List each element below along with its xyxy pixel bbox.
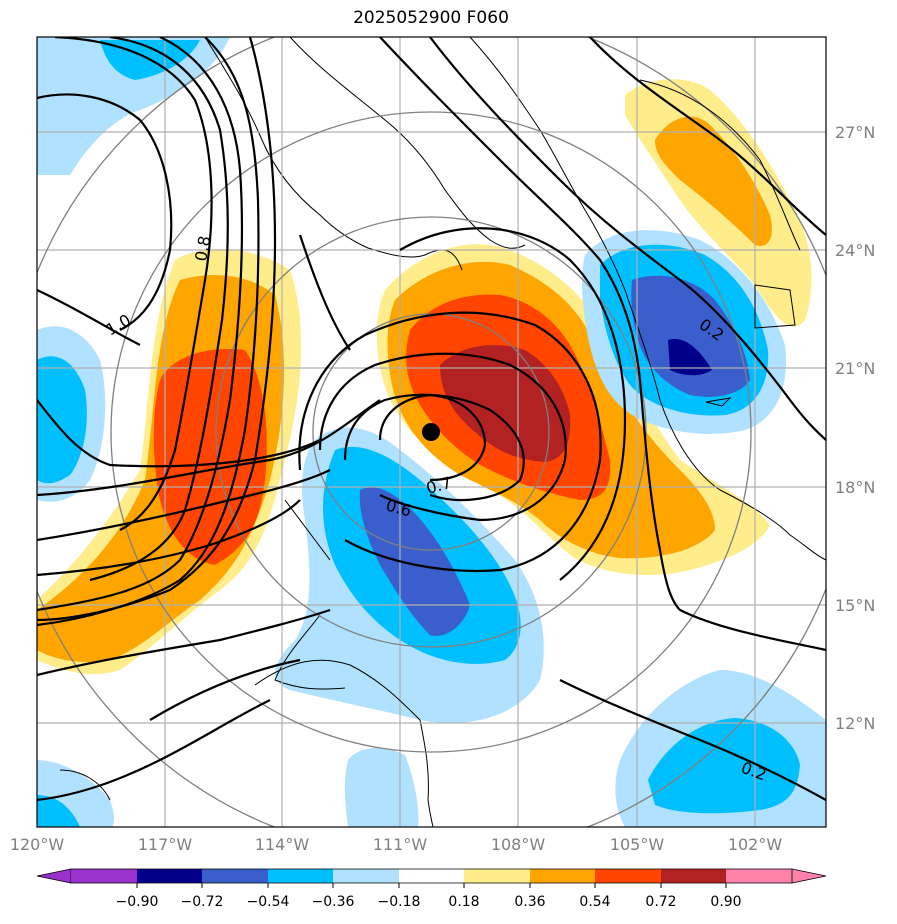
colorbar-segment: [333, 869, 399, 883]
colorbar-segment: [530, 869, 595, 883]
contour-label-0-8: 0.8: [191, 234, 214, 262]
colorbar-tick-label: 0.90: [710, 894, 741, 910]
colorbar-segment: [464, 869, 530, 883]
contours: [37, 37, 826, 802]
lon-label: 102°W: [728, 835, 783, 854]
lon-label: 111°W: [373, 835, 428, 854]
lat-label: 21°N: [835, 359, 875, 378]
map-area: 0.8 1.0 0.7 0.6 0.2 0.2: [37, 37, 826, 827]
colorbar-tick-label: −0.90: [116, 894, 159, 910]
thin-contours: [59, 79, 801, 801]
map-border: [36, 36, 827, 828]
latitude-labels: 27°N 24°N 21°N 18°N 15°N 12°N: [835, 123, 875, 733]
colorbar-tick-label: −0.54: [247, 894, 290, 910]
colorbar: −0.90 −0.72 −0.54 −0.36 −0.18 0.18 0.36 …: [36, 868, 827, 910]
lon-label: 114°W: [255, 835, 310, 854]
lat-label: 12°N: [835, 714, 875, 733]
colorbar-segment: [595, 869, 661, 883]
contour-label-1-0: 1.0: [103, 310, 135, 339]
colorbar-segment: [268, 869, 333, 883]
colorbar-segment: [202, 869, 268, 883]
colorbar-extend-min: [36, 868, 72, 884]
lat-label: 24°N: [835, 241, 875, 260]
colorbar-tick-label: −0.18: [378, 894, 421, 910]
colorbar-tick-label: 0.18: [448, 894, 479, 910]
colorbar-segment: [661, 869, 726, 883]
storm-center-marker: [422, 423, 440, 441]
colorbar-tick-label: −0.36: [312, 894, 355, 910]
colorbar-ticks: [136, 883, 727, 888]
lon-label: 108°W: [491, 835, 546, 854]
colorbar-extend-max: [791, 868, 827, 884]
shading-negative: [37, 37, 826, 827]
lon-label: 117°W: [138, 835, 193, 854]
lat-label: 15°N: [835, 596, 875, 615]
colorbar-segment: [137, 869, 202, 883]
colorbar-tick-label: −0.72: [181, 894, 224, 910]
colorbar-tick-label: 0.36: [514, 894, 545, 910]
colorbar-segment: [71, 869, 137, 883]
colorbar-tick-label: 0.72: [645, 894, 676, 910]
lat-label: 27°N: [835, 123, 875, 142]
lon-label: 120°W: [10, 835, 65, 854]
lon-label: 105°W: [610, 835, 665, 854]
range-rings: [37, 37, 826, 827]
map-title: 2025052900 F060: [353, 8, 509, 28]
gridlines: [37, 37, 826, 827]
colorbar-tick-label: 0.54: [579, 894, 610, 910]
lat-label: 18°N: [835, 478, 875, 497]
longitude-labels: 120°W 117°W 114°W 111°W 108°W 105°W 102°…: [10, 835, 783, 854]
colorbar-segment: [726, 869, 792, 883]
colorbar-segment: [399, 869, 464, 883]
